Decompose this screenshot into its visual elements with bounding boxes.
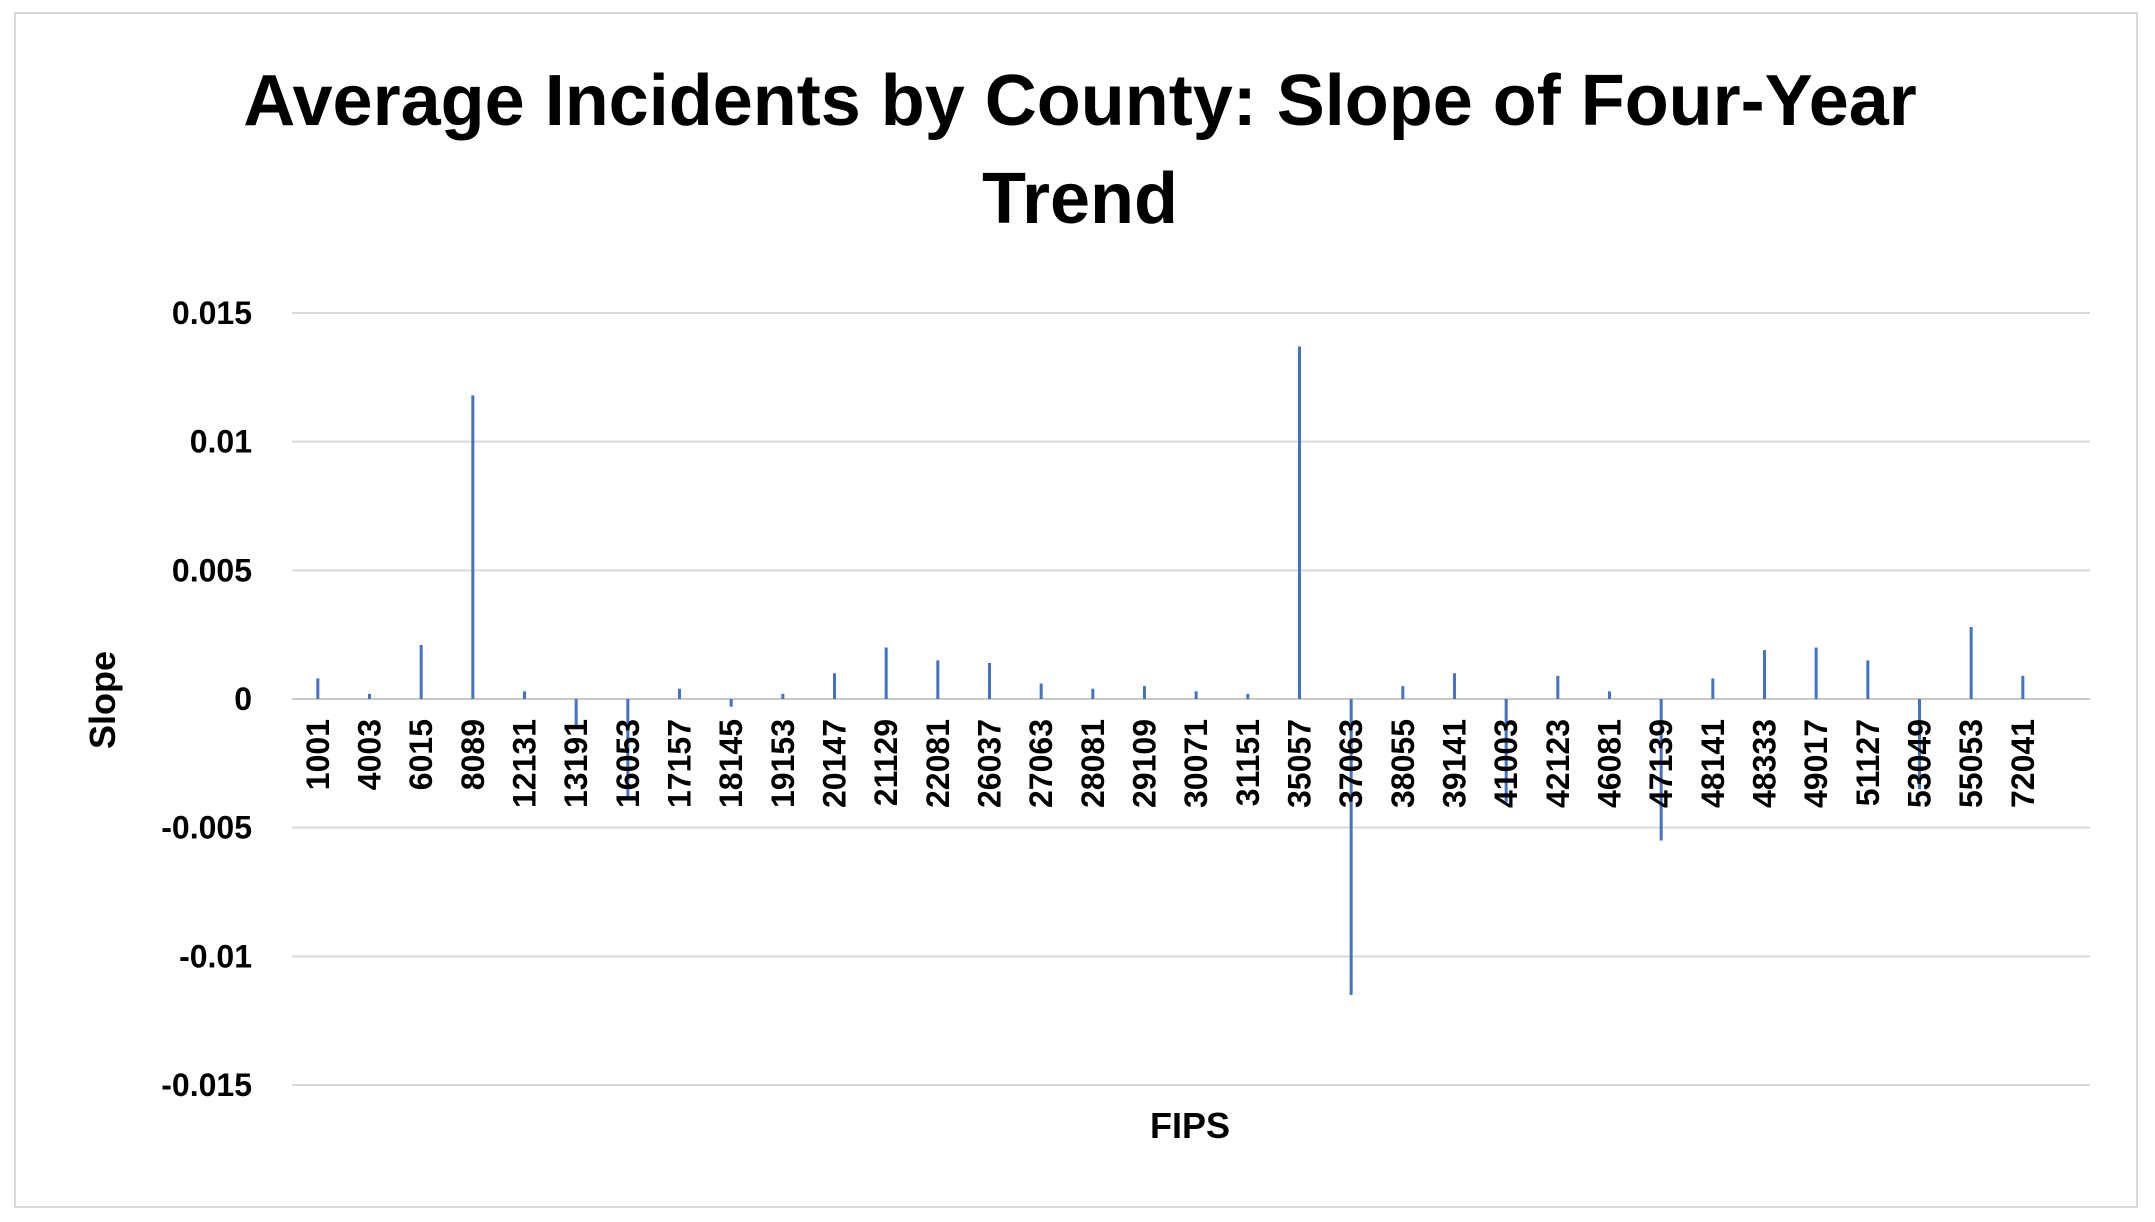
x-tick-label: 55053 [1953, 719, 1989, 808]
bar [1711, 678, 1715, 699]
x-tick-label: 13191 [558, 719, 594, 808]
bar [781, 693, 785, 699]
y-tick-label: -0.005 [161, 810, 252, 846]
bar [936, 660, 940, 699]
x-tick-label: 8089 [455, 719, 491, 790]
y-tick-label: 0 [234, 681, 252, 717]
chart-title: Average Incidents by County: Slope of Fo… [243, 61, 1917, 239]
x-axis-title: FIPS [1150, 1105, 1230, 1146]
bar [1763, 650, 1766, 699]
x-tick-label: 49017 [1798, 719, 1834, 808]
x-tick-label: 28081 [1075, 719, 1111, 808]
x-tick-label: 12131 [507, 719, 543, 808]
x-tick-label: 20147 [817, 719, 853, 808]
bar [626, 699, 630, 800]
bar [316, 678, 320, 699]
x-tick-label: 53049 [1902, 719, 1938, 808]
x-tick-label: 16053 [610, 719, 646, 808]
y-tick-label: -0.015 [161, 1067, 252, 1103]
y-axis-title: Slope [82, 651, 123, 749]
bar [1969, 626, 1973, 699]
y-tick-label: 0.005 [172, 552, 252, 588]
y-axis-ticks: 0.015 0.01 0.005 0 -0.005 -0.01 -0.015 [161, 295, 252, 1103]
x-tick-label: 1001 [300, 719, 336, 790]
bar [1556, 675, 1560, 699]
y-tick-label: 0.01 [190, 424, 252, 460]
y-tick-label: -0.01 [179, 938, 252, 974]
bar [1608, 691, 1611, 699]
x-tick-label: 39141 [1437, 719, 1473, 808]
bar [1349, 699, 1353, 995]
x-tick-label: 22081 [920, 719, 956, 808]
bar [1659, 699, 1663, 841]
bar [884, 647, 888, 699]
x-tick-label: 31151 [1230, 719, 1266, 806]
bar [678, 688, 681, 699]
x-tick-label: 6015 [403, 719, 439, 790]
bar [1039, 683, 1043, 699]
x-tick-label: 35057 [1282, 719, 1318, 808]
x-tick-label: 38055 [1385, 719, 1421, 808]
x-tick-label: 37063 [1333, 719, 1369, 808]
x-tick-label: 48333 [1747, 719, 1783, 808]
x-tick-label: 47139 [1643, 719, 1679, 808]
bar [988, 662, 991, 699]
bar [1504, 699, 1508, 802]
bar [1143, 686, 1146, 699]
bar [1298, 346, 1301, 699]
x-tick-label: 19153 [765, 719, 801, 808]
bar [1866, 660, 1870, 699]
chart-frame [14, 12, 2138, 1208]
bar [1246, 693, 1250, 699]
x-tick-label: 17157 [662, 719, 698, 808]
bar [574, 699, 578, 728]
x-tick-label: 26037 [972, 719, 1008, 808]
bar [2021, 675, 2025, 699]
bar [1453, 673, 1456, 699]
x-tick-label: 72041 [2005, 719, 2041, 808]
x-tick-label: 30071 [1178, 719, 1214, 808]
bars [316, 346, 2025, 995]
bar [1091, 688, 1095, 699]
x-tick-label: 51127 [1850, 719, 1886, 806]
x-tick-label: 42123 [1540, 719, 1576, 808]
bar [1918, 699, 1921, 790]
bar [1401, 686, 1405, 699]
bar [1814, 647, 1818, 699]
x-tick-label: 46081 [1592, 719, 1628, 808]
y-tick-label: 0.015 [172, 295, 252, 331]
bar [833, 673, 836, 699]
x-tick-label: 18145 [713, 719, 749, 808]
bar [471, 395, 475, 699]
x-tick-label: 29109 [1127, 719, 1163, 808]
bar [523, 691, 526, 699]
x-axis-ticks: 1001 4003 6015 8089 12131 13191 16053 17157 1814… [300, 719, 2041, 808]
x-tick-label: 41003 [1488, 719, 1524, 808]
gridlines [292, 312, 2090, 1086]
bar [729, 699, 733, 707]
x-tick-label: 21129 [868, 719, 904, 806]
x-tick-label: 27063 [1023, 719, 1059, 808]
bar [419, 644, 423, 699]
bar [368, 693, 371, 699]
bar [1194, 691, 1198, 699]
x-tick-label: 4003 [352, 719, 388, 790]
x-tick-label: 48141 [1695, 719, 1731, 808]
